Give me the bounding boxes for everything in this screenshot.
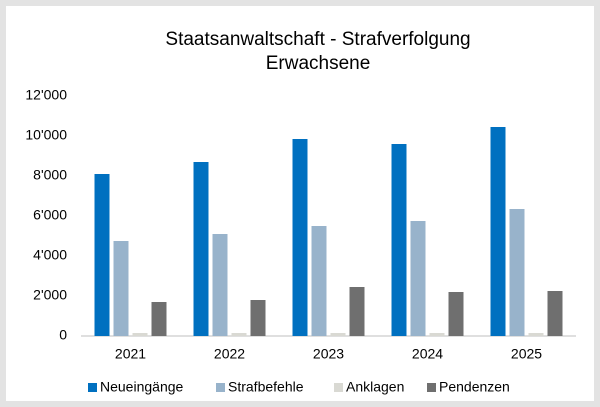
bar xyxy=(193,162,209,336)
y-tick-label: 8'000 xyxy=(33,167,67,183)
bar xyxy=(528,333,544,336)
x-tick-label: 2022 xyxy=(214,346,245,362)
bar xyxy=(212,234,228,336)
bar xyxy=(231,333,247,336)
legend-label: Strafbefehle xyxy=(228,379,304,395)
x-tick-label: 2024 xyxy=(412,346,443,362)
bar xyxy=(330,333,346,336)
y-tick-label: 6'000 xyxy=(33,207,67,223)
legend-swatch xyxy=(334,383,343,392)
legend-swatch xyxy=(88,383,97,392)
bar xyxy=(292,139,308,336)
chart-title: Erwachsene xyxy=(266,53,371,74)
bar xyxy=(250,300,266,336)
bar xyxy=(391,144,407,336)
bar xyxy=(311,226,327,336)
legend-label: Anklagen xyxy=(346,379,404,395)
bar xyxy=(448,292,464,336)
bar xyxy=(509,209,525,336)
x-tick-label: 2023 xyxy=(313,346,344,362)
bar xyxy=(132,333,148,336)
bar xyxy=(410,221,426,336)
bar xyxy=(113,241,129,336)
bar xyxy=(547,291,563,336)
bar xyxy=(94,174,110,336)
bar xyxy=(490,127,506,336)
legend-label: Neueingänge xyxy=(100,379,184,395)
y-tick-label: 4'000 xyxy=(33,247,67,263)
legend-swatch xyxy=(216,383,225,392)
y-tick-label: 2'000 xyxy=(33,287,67,303)
y-tick-label: 10'000 xyxy=(25,127,67,143)
legend-swatch xyxy=(427,383,436,392)
chart-title: Staatsanwaltschaft - Strafverfolgung xyxy=(165,29,470,50)
bar xyxy=(429,333,445,336)
bar xyxy=(349,287,365,336)
y-tick-label: 0 xyxy=(59,327,67,343)
legend-label: Pendenzen xyxy=(439,379,510,395)
x-tick-label: 2021 xyxy=(115,346,146,362)
y-tick-label: 12'000 xyxy=(25,87,67,103)
x-tick-label: 2025 xyxy=(511,346,542,362)
bar xyxy=(151,302,167,336)
